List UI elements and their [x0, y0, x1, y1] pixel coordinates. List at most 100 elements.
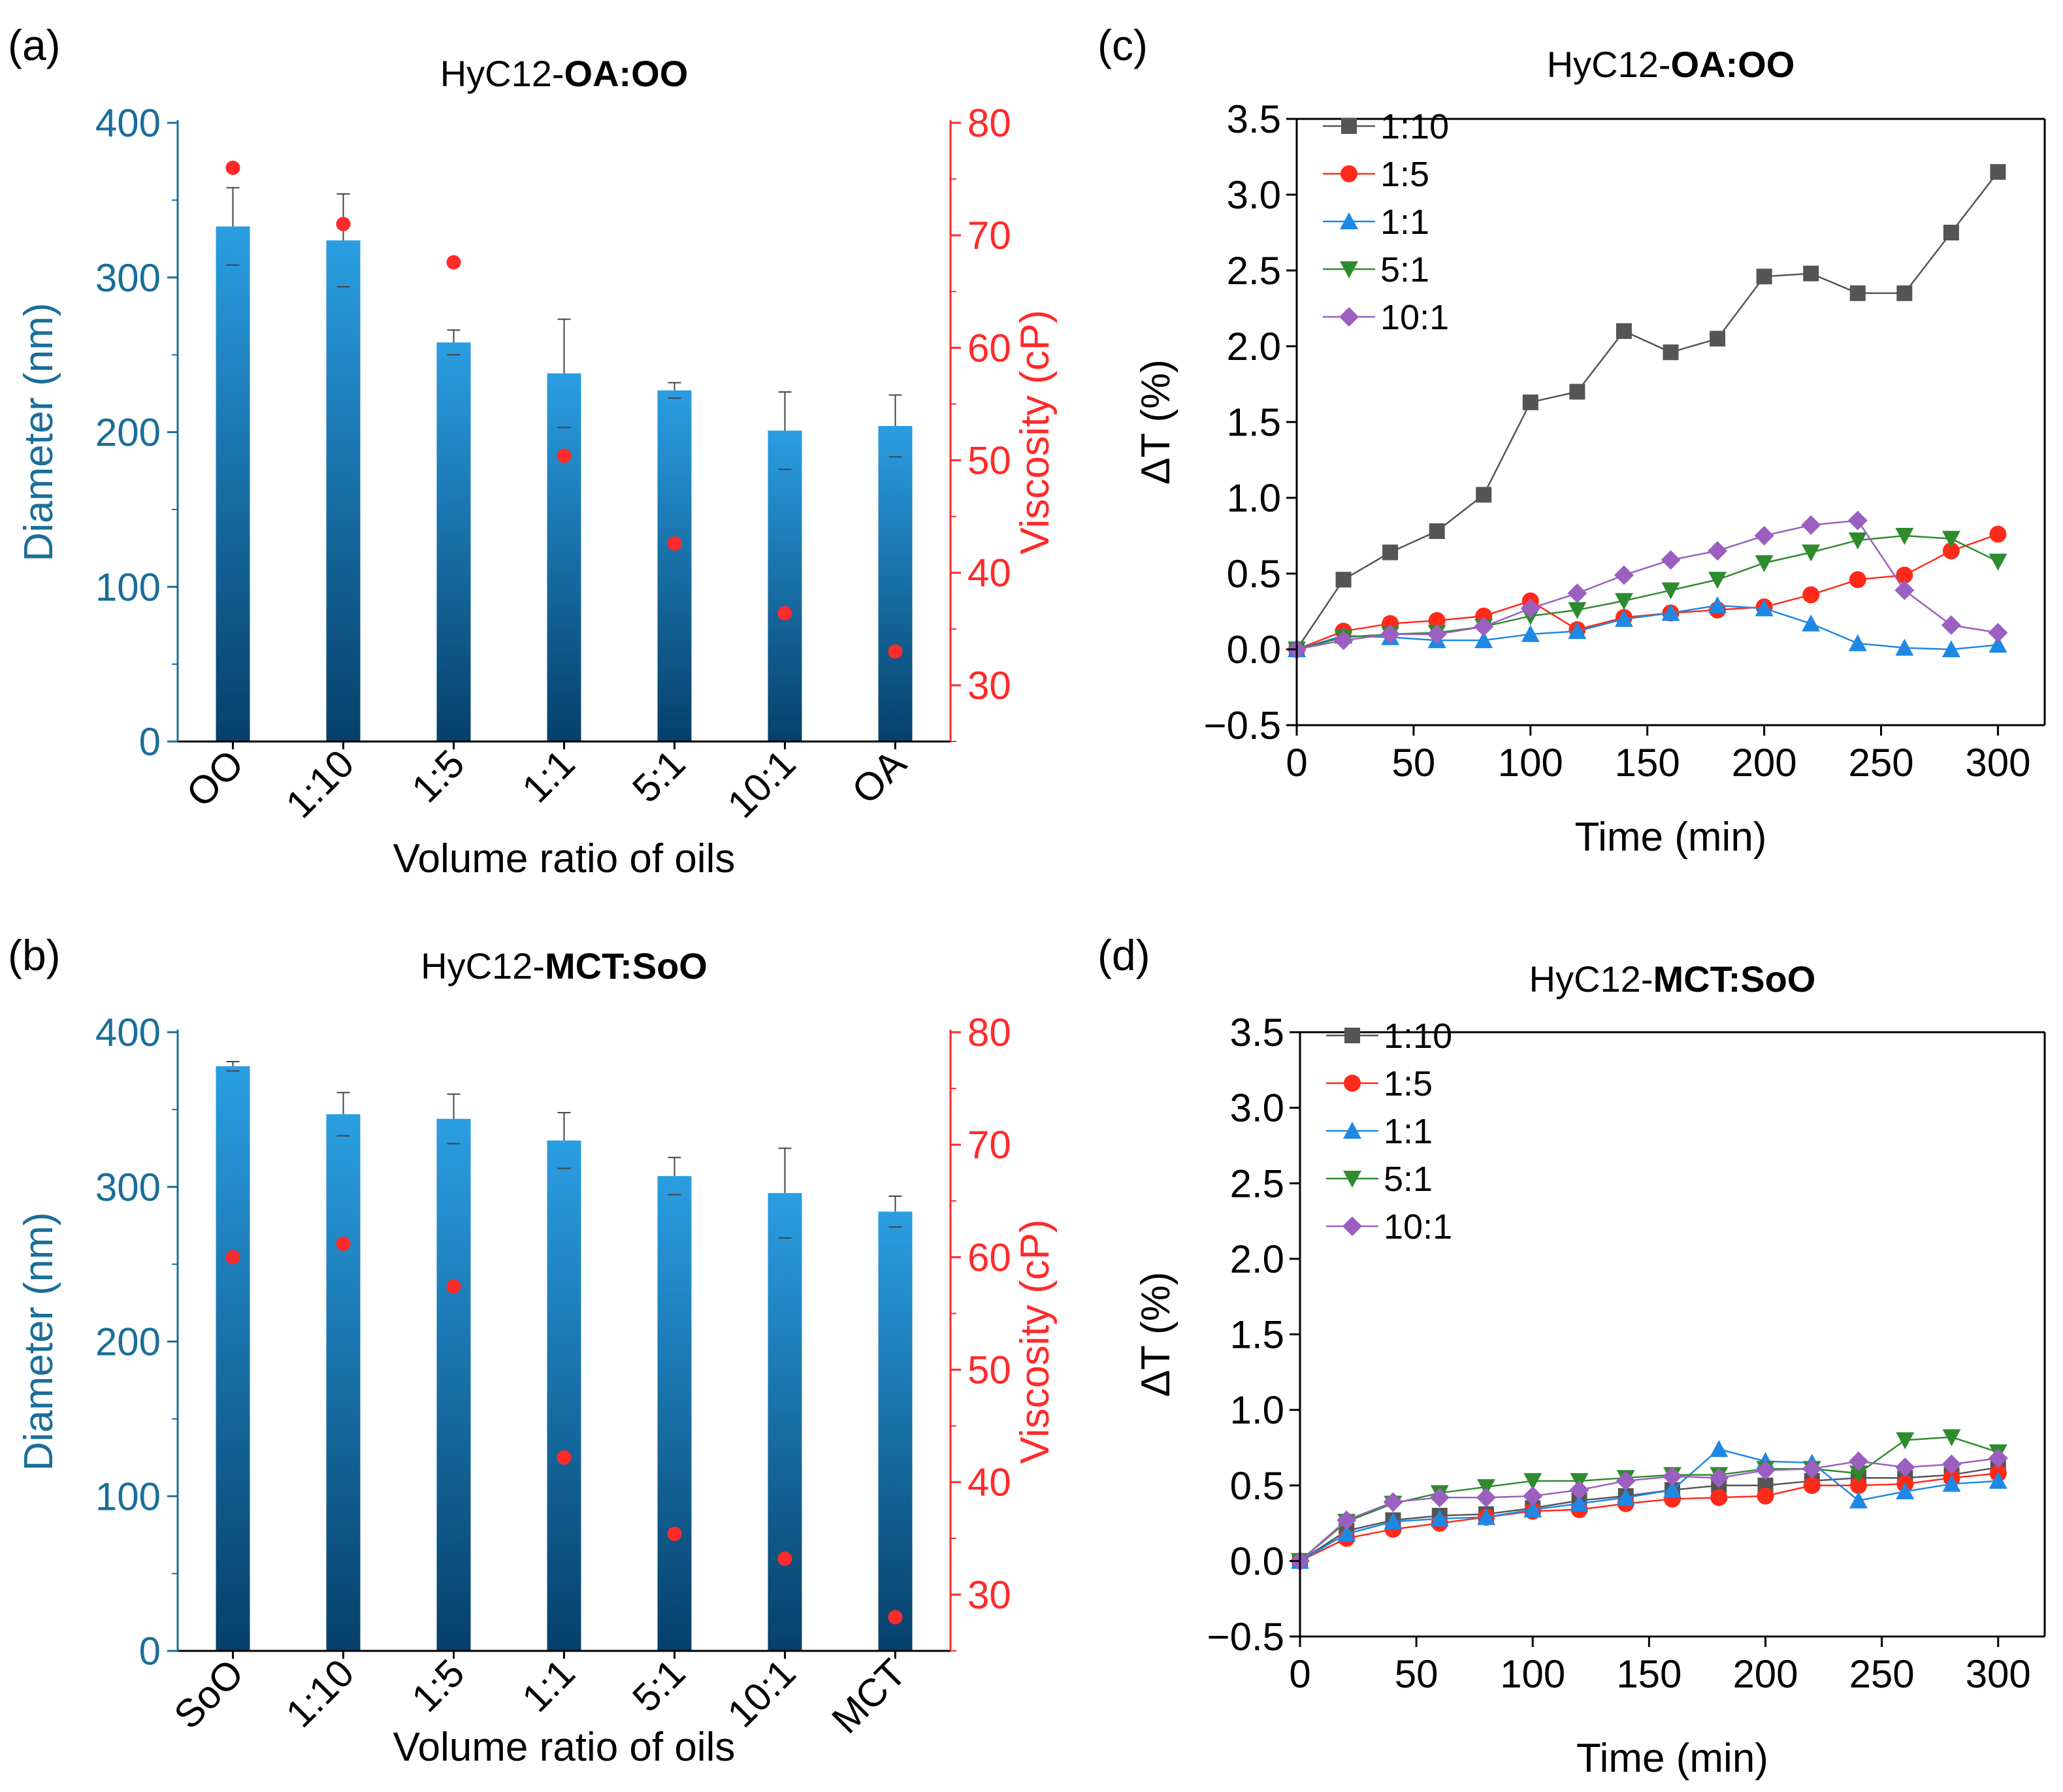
chart-title-bold: OA:OO — [1671, 44, 1795, 85]
data-point — [1569, 383, 1585, 400]
data-point — [1894, 580, 1915, 600]
data-point — [1429, 523, 1445, 540]
panel-label: (c) — [1097, 21, 1148, 69]
y-axis-title: ΔT (%) — [1133, 1272, 1178, 1397]
chart-title: HyC12-OA:OO — [440, 53, 689, 94]
data-point — [1710, 1489, 1728, 1507]
data-point — [1663, 1466, 1682, 1486]
x-axis-title: Time (min) — [1575, 815, 1767, 860]
panel-label: (b) — [8, 931, 61, 979]
data-point — [1521, 625, 1540, 642]
x-tick-label: 100 — [1498, 741, 1563, 785]
x-tick-label: 5:1 — [624, 741, 693, 811]
data-point — [1523, 1500, 1542, 1518]
data-point — [1569, 1480, 1589, 1500]
viscosity-point — [336, 1236, 351, 1251]
legend-label: 1:1 — [1380, 203, 1429, 242]
series-line — [1295, 171, 1999, 650]
data-point — [1476, 487, 1492, 503]
data-point — [1427, 624, 1447, 644]
data-point — [1333, 630, 1354, 651]
x-tick-label: 250 — [1848, 741, 1913, 785]
legend: 1:10 1:5 1:1 5:1 10:1 — [1326, 1017, 1452, 1246]
data-point — [1614, 565, 1634, 585]
y2-tick-label: 40 — [967, 1461, 1011, 1505]
bar — [547, 1140, 581, 1651]
data-point — [1661, 550, 1681, 570]
x-tick-label: 10:1 — [719, 741, 804, 826]
legend-marker — [1340, 261, 1358, 278]
data-point — [1430, 1509, 1449, 1527]
data-point — [1384, 1512, 1403, 1530]
chart-title: HyC12-MCT:SoO — [421, 945, 707, 986]
x-tick-label: 5:1 — [624, 1651, 693, 1720]
y2-axis-title: Viscosity (cP) — [1013, 310, 1058, 554]
series-line — [1296, 519, 1998, 651]
bar — [436, 342, 471, 741]
data-point — [1895, 528, 1914, 545]
y-tick-label: 3.0 — [1227, 173, 1281, 217]
data-point — [1802, 586, 1820, 604]
panel-a: (a) HyC12-OA:OO 0 100 200 300 400 30 40 50 60 70 80 O… — [8, 21, 1058, 881]
data-point — [1568, 622, 1587, 640]
chart-title: HyC12-MCT:SoO — [1529, 958, 1816, 1000]
legend-marker — [1340, 165, 1357, 182]
data-point — [1477, 1508, 1495, 1525]
x-tick-label: 300 — [1966, 1652, 2031, 1696]
data-point — [1896, 566, 1913, 584]
y-tick-label: 200 — [95, 411, 161, 455]
data-point — [1942, 542, 1960, 560]
series-line — [1296, 533, 1998, 651]
x-tick-label: MCT — [823, 1651, 914, 1742]
x-axis-title: Volume ratio of oils — [393, 1725, 736, 1770]
y-tick-label: 0 — [139, 1629, 161, 1673]
data-point — [1848, 634, 1867, 651]
bar — [768, 1193, 802, 1651]
data-point — [1382, 544, 1399, 561]
legend-label: 1:5 — [1384, 1064, 1433, 1103]
data-point — [1568, 602, 1587, 619]
x-tick-label: 1:1 — [513, 741, 583, 811]
series-10:1 — [1287, 510, 2008, 659]
data-point — [1614, 593, 1633, 610]
bar — [878, 1211, 913, 1651]
data-point — [1429, 1488, 1450, 1508]
chart-title-bold: OA:OO — [564, 53, 689, 94]
y-tick-label: 100 — [95, 1474, 161, 1518]
legend-marker — [1343, 1171, 1361, 1188]
y-tick-label: 2.5 — [1230, 1162, 1284, 1205]
bar — [436, 1118, 471, 1651]
bar — [657, 390, 692, 741]
viscosity-point — [446, 255, 461, 270]
data-point — [1941, 530, 1960, 548]
y-tick-label: 2.5 — [1227, 249, 1281, 293]
viscosity-point — [777, 606, 792, 621]
y-tick-label: 1.0 — [1230, 1388, 1284, 1432]
panel-label: (a) — [8, 21, 61, 69]
data-point — [1755, 555, 1774, 572]
legend-marker — [1343, 1122, 1361, 1139]
data-point — [1520, 598, 1540, 619]
y-axis-title: Diameter (nm) — [16, 302, 61, 561]
series-line — [1296, 604, 1998, 651]
bar — [216, 1066, 250, 1651]
legend-label: 1:10 — [1380, 107, 1449, 146]
data-point — [1849, 1451, 1868, 1471]
data-point — [1989, 553, 2007, 571]
x-tick-label: 250 — [1849, 1652, 1915, 1696]
data-point — [1988, 1448, 2008, 1469]
series-line — [1299, 1466, 1998, 1562]
x-tick-label: 200 — [1732, 741, 1797, 785]
y-tick-label: 0.0 — [1227, 628, 1281, 672]
data-point — [1477, 1479, 1495, 1497]
y2-tick-label: 30 — [967, 1573, 1011, 1617]
data-point — [1802, 1459, 1822, 1479]
series-10:1 — [1290, 1448, 2008, 1571]
data-point — [1989, 636, 2007, 653]
data-point — [1757, 1487, 1774, 1505]
y-tick-label: 3.0 — [1230, 1086, 1284, 1130]
series-line — [1299, 1436, 1999, 1562]
panel-c: (c) HyC12-OA:OO −0.5 0.0 0.5 1.0 1.5 2.0 2.5 3.0 3… — [1097, 21, 2046, 860]
legend-marker — [1341, 118, 1357, 134]
